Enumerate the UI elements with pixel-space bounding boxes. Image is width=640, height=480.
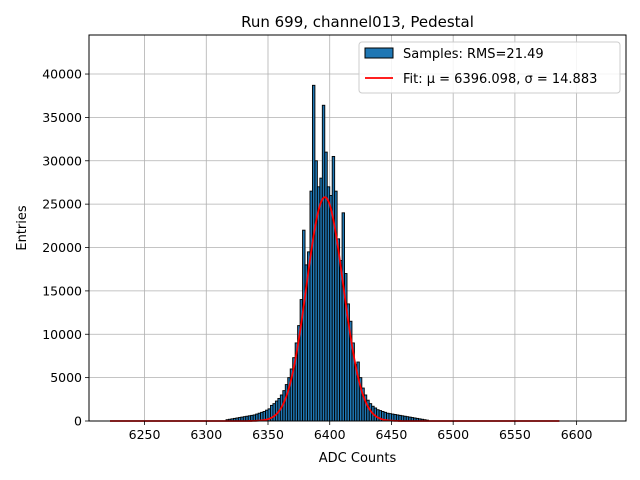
x-axis-title: ADC Counts [319,451,397,466]
legend-label-samples: Samples: RMS=21.49 [403,47,544,62]
axes: 6250 6300 6350 6400 6450 6500 6550 6600 0 5000 100… [42,67,592,442]
y-tick-label: 15000 [42,283,82,298]
y-tick-label: 5000 [50,370,82,385]
y-tick-label: 40000 [42,67,82,82]
x-tick-label: 6600 [561,427,593,442]
x-tick-label: 6350 [252,427,284,442]
y-tick-label: 25000 [42,197,82,212]
legend: Samples: RMS=21.49 Fit: μ = 6396.098, σ … [358,41,621,94]
chart-title: Run 699, channel013, Pedestal [241,13,474,31]
x-tick-label: 6400 [314,427,346,442]
legend-box [358,41,621,94]
legend-swatch-samples [364,47,394,59]
x-tick-label: 6550 [499,427,531,442]
plot-frame [88,34,627,422]
x-tick-label: 6300 [190,427,222,442]
y-tick-label: 30000 [42,153,82,168]
x-tick-label: 6250 [129,427,161,442]
x-tick-label: 6450 [376,427,408,442]
y-tick-label: 20000 [42,240,82,255]
x-tick-label: 6500 [437,427,469,442]
y-tick-label: 35000 [42,110,82,125]
y-tick-label: 0 [74,414,82,429]
y-tick-label: 10000 [42,327,82,342]
y-axis-title: Entries [15,205,30,251]
legend-label-fit: Fit: μ = 6396.098, σ = 14.883 [403,72,597,87]
